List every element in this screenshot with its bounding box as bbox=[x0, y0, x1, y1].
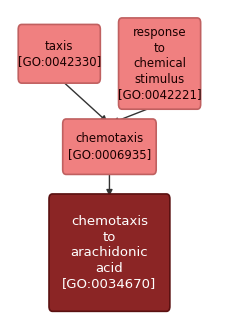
Text: chemotaxis
to
arachidonic
acid
[GO:0034670]: chemotaxis to arachidonic acid [GO:00346… bbox=[62, 215, 156, 290]
FancyBboxPatch shape bbox=[18, 24, 100, 83]
Text: chemotaxis
[GO:0006935]: chemotaxis [GO:0006935] bbox=[67, 132, 151, 161]
FancyBboxPatch shape bbox=[118, 18, 200, 109]
Text: response
to
chemical
stimulus
[GO:0042221]: response to chemical stimulus [GO:004222… bbox=[117, 26, 200, 101]
FancyBboxPatch shape bbox=[62, 119, 155, 174]
FancyBboxPatch shape bbox=[49, 194, 169, 311]
Text: taxis
[GO:0042330]: taxis [GO:0042330] bbox=[17, 39, 101, 68]
